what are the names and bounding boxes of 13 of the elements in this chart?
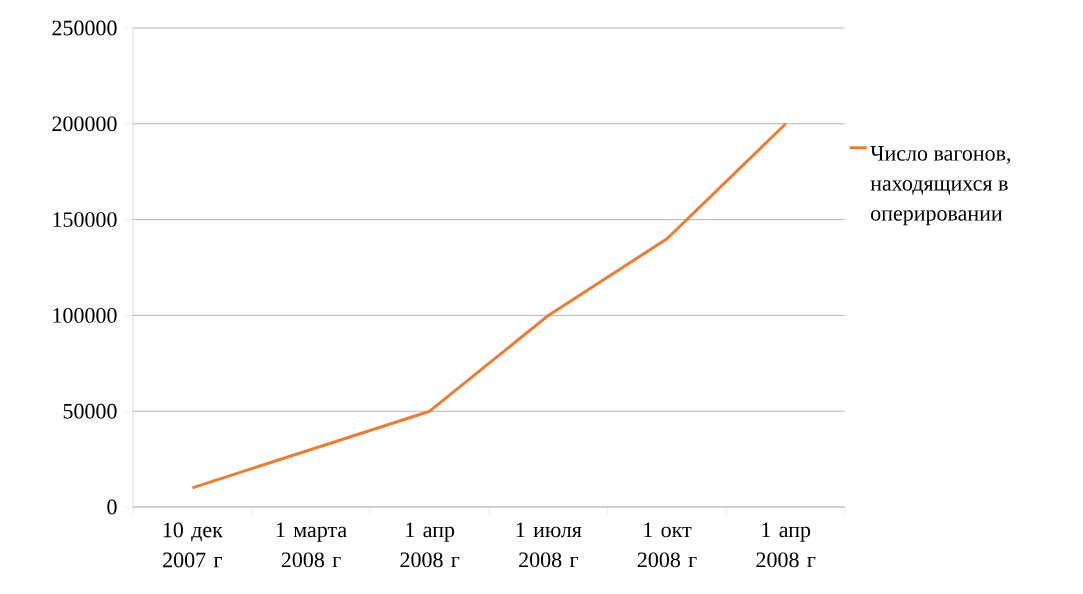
x-tick-label: 1 апр 2008 г <box>400 522 460 568</box>
y-tick-label: 100000 <box>53 307 117 323</box>
x-tick-label: 10 дек 2007 г <box>163 522 223 568</box>
y-tick-label: 200000 <box>52 116 117 132</box>
x-tick-label: 1 апр 2008 г <box>756 522 816 568</box>
x-tick-label: 1 июля 2008 г <box>516 522 582 568</box>
y-tick-label: 50000 <box>63 403 117 419</box>
x-tick-label: 1 окт 2008 г <box>637 522 697 568</box>
legend-label: Число вагонов, находящихся в оперировании <box>870 146 1011 226</box>
x-tick-label: 1 марта 2008 г <box>276 522 347 568</box>
y-tick-label: 150000 <box>53 212 117 228</box>
y-tick-label: 0 <box>107 499 117 515</box>
y-tick-label: 250000 <box>52 20 117 36</box>
